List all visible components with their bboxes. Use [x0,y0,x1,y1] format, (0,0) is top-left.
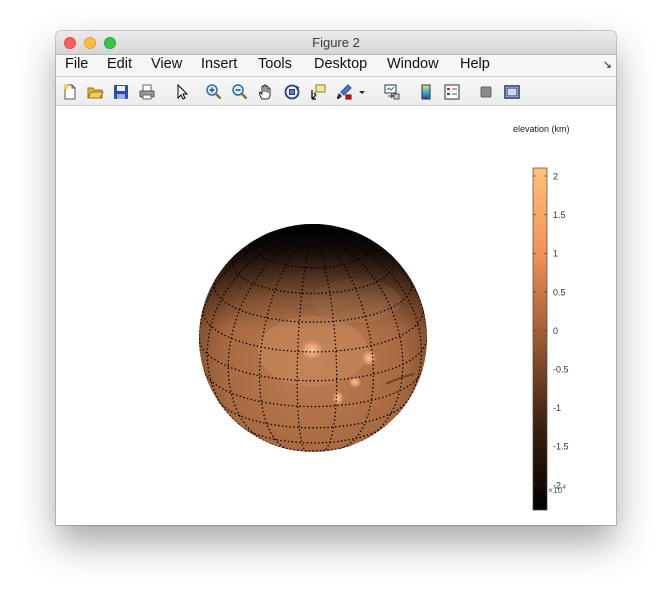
colorbar-exponent-power: 4 [562,484,567,491]
colorbar-ramp [532,167,548,511]
colorbar-tick-label: 1.5 [553,210,566,220]
menu-view[interactable]: View [151,56,183,72]
latitude-line [202,305,424,353]
zoom-in-icon[interactable] [205,83,223,101]
latitude-line [203,368,424,408]
menu-help[interactable]: Help [460,56,490,72]
menu-insert[interactable]: Insert [201,56,238,72]
longitude-line [199,231,314,351]
longitude-line [312,231,423,416]
pointer-icon[interactable] [173,83,191,101]
open-folder-icon[interactable] [86,83,104,101]
lat-lon-grid [199,224,427,452]
data-cursor-icon[interactable] [309,83,327,101]
longitude-line [312,224,319,233]
polar-shadow [199,224,427,452]
minimize-window-button[interactable] [84,37,96,49]
figure-window: Figure 2 File Edit View Insert Tools Des… [56,31,616,525]
zoom-out-icon[interactable] [231,83,249,101]
maximize-window-button[interactable] [104,37,116,49]
menu-desktop[interactable]: Desktop [314,56,368,72]
close-window-button[interactable] [64,37,76,49]
longitude-line [224,230,314,266]
colorbar-tick-label: 0 [553,326,558,336]
show-plot-tools-icon[interactable] [503,83,521,101]
longitude-line [288,225,314,233]
menu-tools[interactable]: Tools [258,56,292,72]
brush-icon[interactable] [335,83,353,101]
colorbar-icon[interactable] [417,83,435,101]
colorbar-tick-label: -1.5 [553,442,569,452]
longitude-line [206,231,314,425]
menu-file[interactable]: File [65,56,89,72]
latitude-line [199,337,427,382]
dock-arrow-icon[interactable]: ↘ [602,59,612,71]
colorbar-tick-label: 2 [553,172,558,182]
longitude-line [312,231,338,452]
save-icon[interactable] [112,83,130,101]
rotate-3d-icon[interactable] [283,83,301,101]
longitude-line [312,231,375,450]
colorbar-tick-label: -2 [553,480,561,490]
longitude-line [296,232,314,452]
pan-hand-icon[interactable] [257,83,275,101]
longitude-line [263,228,314,236]
menu-edit[interactable]: Edit [107,56,132,72]
longitude-line [304,224,314,233]
latitude-line [231,250,395,295]
menu-window[interactable]: Window [387,56,439,72]
colorbar-tick-label: -1 [553,403,561,413]
brush-dropdown-icon[interactable] [357,83,367,101]
latitude-line [282,224,344,248]
latitude-line [237,423,388,444]
toolbar [56,77,616,106]
colorbar-tick-label: -0.5 [553,365,569,375]
menu-bar: File Edit View Insert Tools Desktop Wind… [56,55,616,77]
legend-icon[interactable] [443,83,461,101]
print-icon[interactable] [138,83,156,101]
longitude-line [312,227,356,233]
link-plot-icon[interactable] [383,83,401,101]
colorbar-exponent: ×104 [548,484,566,495]
colorbar-exponent-base: ×10 [548,484,563,495]
latitude-line [271,443,355,452]
plot-canvas[interactable]: 2 1.5 1 0.5 0 -0.5 -1 -1.5 -2 elevation (km) ×10… [56,106,616,525]
colorbar-tick-label: 0.5 [553,287,566,297]
colorbar[interactable]: 2 1.5 1 0.5 0 -0.5 -1 -1.5 -2 [532,167,569,511]
longitude-line [227,231,314,445]
window-title: Figure 2 [312,35,360,50]
title-bar[interactable]: Figure 2 [56,31,616,55]
colorbar-tick-label: 1 [553,249,558,259]
new-figure-icon[interactable] [61,83,79,101]
longitude-line [312,231,427,332]
colorbar-label: elevation (km) [513,124,570,134]
globe-plot[interactable]: 2 1.5 1 0.5 0 -0.5 -1 -1.5 -2 [56,106,616,525]
mars-globe [199,224,427,452]
hide-plot-tools-icon[interactable] [477,83,495,101]
